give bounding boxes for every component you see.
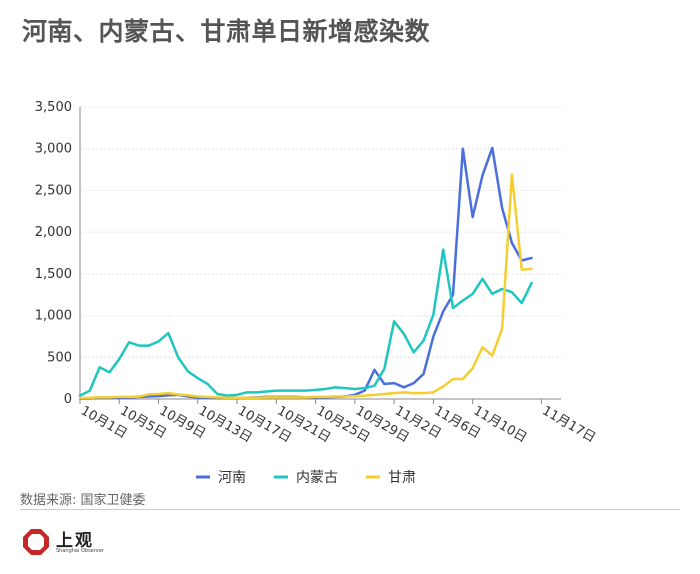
legend-label: 河南 <box>218 470 246 486</box>
y-tick-label: 1,500 <box>35 267 72 282</box>
series-line-3 <box>78 173 533 400</box>
y-tick-label: 500 <box>47 350 72 365</box>
legend-label: 内蒙古 <box>296 470 338 486</box>
y-tick-label: 2,500 <box>35 183 72 198</box>
x-tick-label: 11月17日 <box>539 403 598 446</box>
series-line-1 <box>78 146 533 400</box>
series-line-2 <box>78 248 533 397</box>
legend-label: 甘肃 <box>388 470 416 486</box>
divider <box>20 509 680 510</box>
y-tick-label: 3,500 <box>35 100 72 115</box>
chart-title: 河南、内蒙古、甘肃单日新增感染数 <box>22 17 431 46</box>
y-tick-label: 1,000 <box>35 309 72 324</box>
logo-mark-icon <box>23 529 49 555</box>
logo-subtext: Shanghai Observer <box>56 548 104 554</box>
y-tick-label: 2,000 <box>35 225 72 240</box>
data-source: 数据来源: 国家卫健委 <box>20 493 146 508</box>
y-tick-label: 0 <box>64 392 72 407</box>
logo-text: 上观 <box>56 531 94 551</box>
x-tick-label: 11月10日 <box>471 403 530 446</box>
y-tick-label: 3,000 <box>35 142 72 157</box>
line-chart: 05001,0001,5002,0002,5003,0003,50010月1日1… <box>35 100 598 486</box>
logo[interactable]: 上观 Shanghai Observer <box>22 526 112 562</box>
